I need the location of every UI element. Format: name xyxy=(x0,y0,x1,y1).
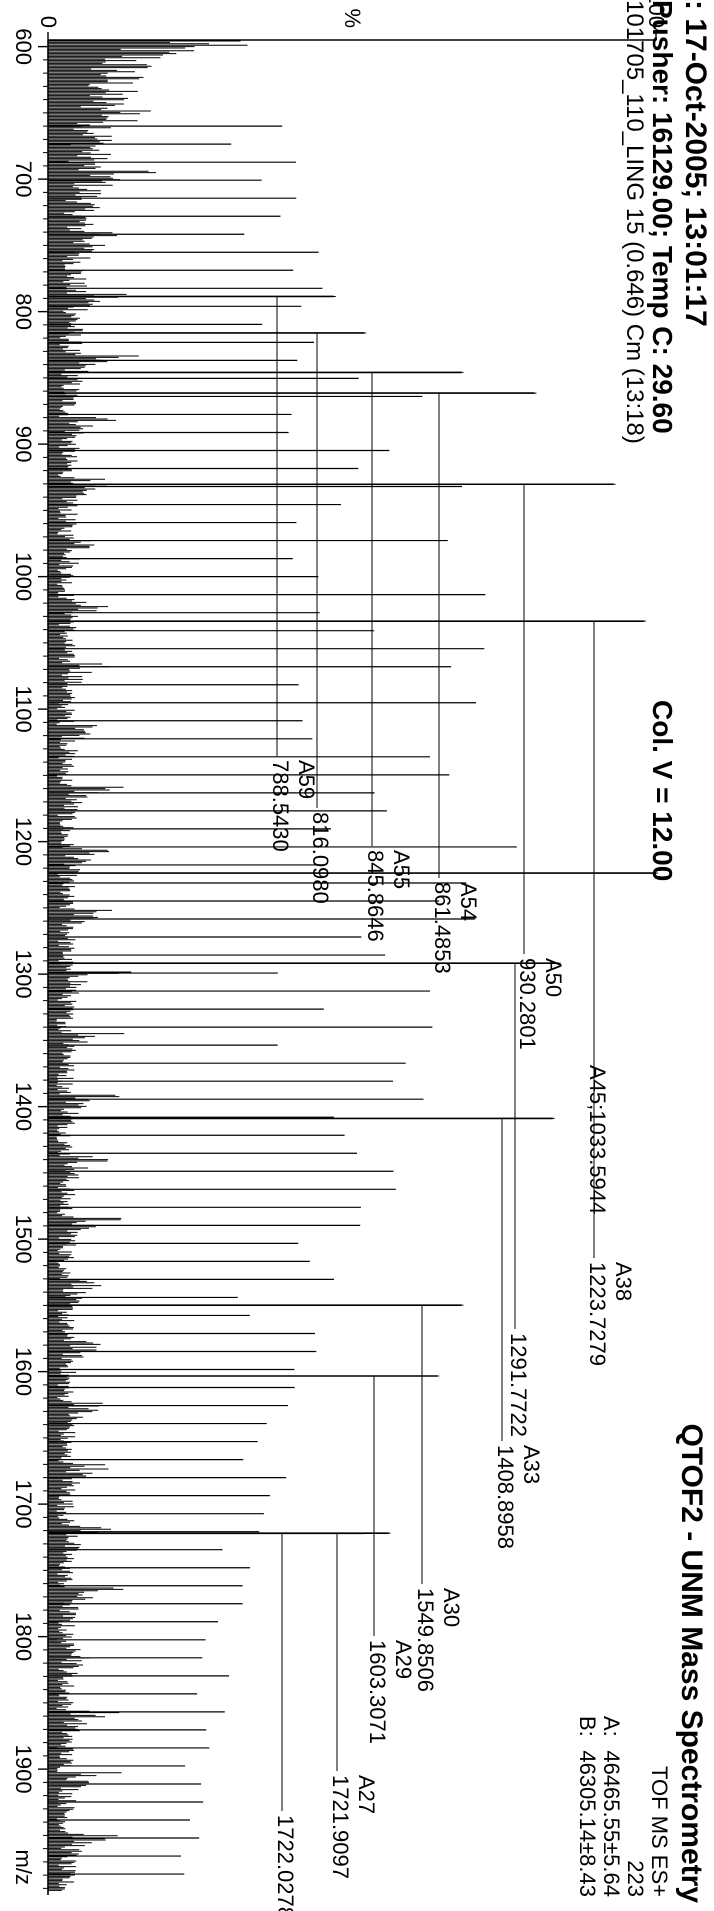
annotation-mz: 1721.9097 xyxy=(328,1775,353,1879)
annotation-mz: A45;1033.5944 xyxy=(585,1065,610,1214)
annotation-label: A59 xyxy=(294,760,319,799)
annotation-leader xyxy=(316,332,367,808)
annotation-label: A33 xyxy=(519,1445,544,1484)
y-axis-label: % xyxy=(340,8,365,28)
x-tick-label: 600 xyxy=(11,28,36,65)
annotation-leader xyxy=(438,392,537,878)
annotation-label: A38 xyxy=(611,1262,636,1301)
annotation-leader xyxy=(276,295,336,756)
cluster-peaks xyxy=(48,125,517,1875)
x-tick-label: 700 xyxy=(11,161,36,198)
annotation-mz: 845.8646 xyxy=(363,850,388,942)
annotation-mz: 1223.7279 xyxy=(585,1262,610,1366)
axes: 0 100% 600 700 800 900 1000 1100 1200 1300 1400 150… xyxy=(11,0,669,1895)
x-tick-label: 1700 xyxy=(11,1480,36,1529)
annotation-mz: 816.0980 xyxy=(308,812,333,904)
annotation-label: A50 xyxy=(541,958,566,997)
annotation-mz: 861.4853 xyxy=(430,882,455,974)
annotation-label: A55 xyxy=(389,850,414,889)
annotation-label: A27 xyxy=(354,1775,379,1814)
x-tick-label: 1100 xyxy=(11,685,36,732)
annotation-leader xyxy=(281,1532,367,1811)
baseline-noise xyxy=(48,40,248,1891)
annotation-leader xyxy=(371,371,464,846)
x-axis-label: m/z xyxy=(11,1850,36,1885)
annotation-leader xyxy=(593,620,646,1061)
x-tick-label: 1200 xyxy=(11,817,36,866)
labeled-peaks xyxy=(48,295,656,1535)
annotation-leader xyxy=(501,1117,555,1441)
annotation-label: A30 xyxy=(439,1588,464,1627)
annotation-mz: 1603.3071 xyxy=(365,1640,390,1744)
annotation-mz: 1549.8506 xyxy=(413,1588,438,1692)
annotation-label: A29 xyxy=(391,1640,416,1679)
x-tick-label: 1300 xyxy=(11,950,36,999)
x-tick-label: 900 xyxy=(11,426,36,463)
x-tick-label: 1900 xyxy=(11,1745,36,1794)
x-tick-label: 1800 xyxy=(11,1612,36,1661)
x-tick-label: 1000 xyxy=(11,552,36,601)
annotation-mz: 930.2801 xyxy=(515,958,540,1050)
y-tick-label: 100 xyxy=(644,0,669,28)
annotation-leader xyxy=(373,1375,440,1636)
annotation-label: A54 xyxy=(456,882,481,921)
x-tick-label: 1500 xyxy=(11,1215,36,1264)
annotation-leader xyxy=(593,872,658,1258)
annotation-leader xyxy=(514,962,561,1329)
annotation-mz: 1722.0278 xyxy=(273,1815,298,1911)
annotation-leader xyxy=(421,1304,464,1584)
y-tick-label: 0 xyxy=(36,16,61,28)
annotation-leader xyxy=(523,483,616,954)
x-tick-label: 800 xyxy=(11,293,36,330)
annotation-mz: 788.5430 xyxy=(268,760,293,852)
x-tick-label: 1400 xyxy=(11,1082,36,1131)
annotation-mz: 1408.8958 xyxy=(493,1445,518,1549)
noise-trace xyxy=(48,40,248,1891)
annotation-mz: 1291.7722 xyxy=(506,1333,531,1437)
x-tick-label: 1600 xyxy=(11,1347,36,1396)
